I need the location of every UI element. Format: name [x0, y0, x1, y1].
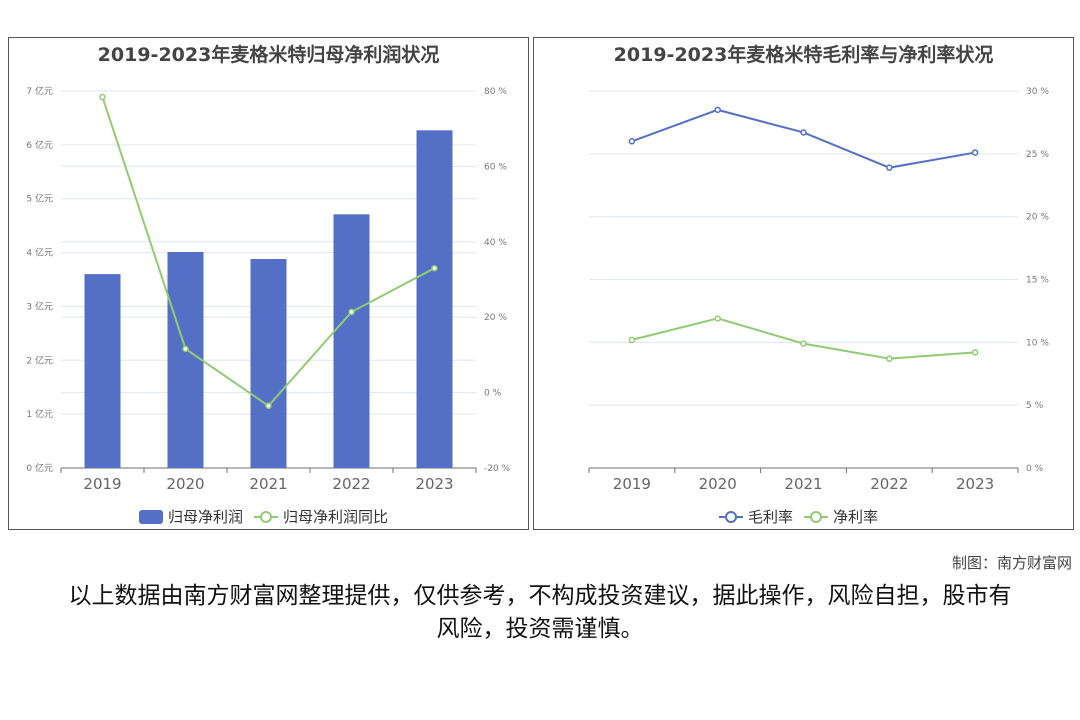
margin-chart: 2019-2023年麦格米特毛利率与净利率状况 0 % 5 % 10 % 15 % 20… — [533, 37, 1074, 530]
bar — [250, 259, 287, 468]
bar — [333, 214, 370, 468]
series-point — [886, 355, 893, 362]
x-tick-label: 2020 — [699, 475, 737, 493]
y-left-tick-label: 1 亿元 — [26, 408, 53, 420]
y-left-tick-label: 5 亿元 — [26, 193, 53, 205]
x-tick-label: 2023 — [415, 475, 453, 493]
net-profit-chart: 2019-2023年麦格米特归母净利润状况 0 亿元 1 亿元 2 亿元 3 亿元 4 … — [8, 37, 529, 530]
y-left-tick-label: 2 亿元 — [26, 354, 53, 366]
series-point — [714, 106, 721, 114]
series-point — [628, 138, 636, 145]
x-tick-label: 2023 — [956, 475, 994, 493]
bar — [416, 130, 453, 468]
chart-credit: 制图：南方财富网 — [951, 554, 1072, 572]
y-right-tick-label: 40 % — [484, 238, 507, 248]
legend-marker-icon — [725, 511, 737, 523]
series-point — [628, 336, 636, 344]
y-right-tick-label: 20 % — [484, 313, 507, 323]
x-tick-label: 2019 — [83, 475, 121, 493]
bar — [84, 274, 121, 468]
y-right-tick-label: 60 % — [484, 162, 507, 172]
bar — [167, 252, 204, 468]
series-line — [631, 317, 976, 360]
chart-title: 2019-2023年麦格米特毛利率与净利率状况 — [613, 44, 994, 66]
y-left-tick-label: 4 亿元 — [26, 247, 53, 259]
chart-title: 2019-2023年麦格米特归母净利润状况 — [97, 44, 440, 66]
y-right-tick-label: 25 % — [1026, 150, 1049, 160]
y-left-tick-label: 7 亿元 — [26, 85, 53, 97]
series-point — [714, 315, 721, 322]
series-point — [800, 129, 807, 136]
y-right-tick-label: 15 % — [1026, 276, 1049, 286]
series-line — [631, 108, 976, 169]
y-left-tick-label: 0 亿元 — [26, 462, 53, 474]
y-right-tick-label: 0 % — [1026, 464, 1044, 474]
y-right-tick-label: 5 % — [1026, 401, 1044, 411]
x-tick-label: 2022 — [870, 475, 908, 493]
series-point — [800, 340, 807, 347]
y-right-tick-label: 0 % — [484, 389, 502, 399]
legend-label: 归母净利润 — [168, 508, 243, 526]
x-tick-label: 2021 — [784, 475, 822, 493]
legend-label: 毛利率 — [748, 508, 793, 526]
y-left-tick-label: 3 亿元 — [26, 300, 53, 312]
series-point — [971, 149, 979, 156]
yoy-point — [348, 308, 355, 316]
yoy-point — [99, 93, 106, 101]
legend-marker-icon — [810, 511, 822, 523]
x-tick-label: 2019 — [613, 475, 651, 493]
yoy-point — [265, 402, 272, 410]
legend-label: 净利率 — [833, 508, 878, 526]
net-profit-plot: 0 亿元 1 亿元 2 亿元 3 亿元 4 亿元 5 亿元 6 亿元 7 亿元 -20 % 0 %… — [26, 85, 511, 526]
y-right-tick-label: -20 % — [484, 464, 511, 474]
y-right-tick-label: 30 % — [1026, 87, 1049, 97]
margin-plot: 0 % 5 % 10 % 15 % 20 % 25 % 30 % 2019 2020 2021 20… — [588, 87, 1049, 526]
legend-label: 归母净利润同比 — [283, 508, 388, 526]
series-point — [971, 349, 979, 356]
yoy-point — [182, 345, 189, 353]
x-tick-label: 2022 — [332, 475, 370, 493]
legend-bar-icon — [139, 510, 163, 524]
yoy-point — [431, 264, 438, 272]
y-left-tick-label: 6 亿元 — [26, 139, 53, 151]
x-tick-label: 2021 — [249, 475, 287, 493]
y-right-tick-label: 20 % — [1026, 213, 1049, 223]
y-right-tick-label: 80 % — [484, 87, 507, 97]
legend-marker-icon — [260, 511, 272, 523]
y-right-tick-label: 10 % — [1026, 338, 1049, 348]
x-tick-label: 2020 — [166, 475, 204, 493]
disclaimer: 以上数据由南方财富网整理提供，仅供参考，不构成投资建议，据此操作，风险自担，股市… — [68, 583, 1012, 642]
series-point — [886, 164, 893, 171]
